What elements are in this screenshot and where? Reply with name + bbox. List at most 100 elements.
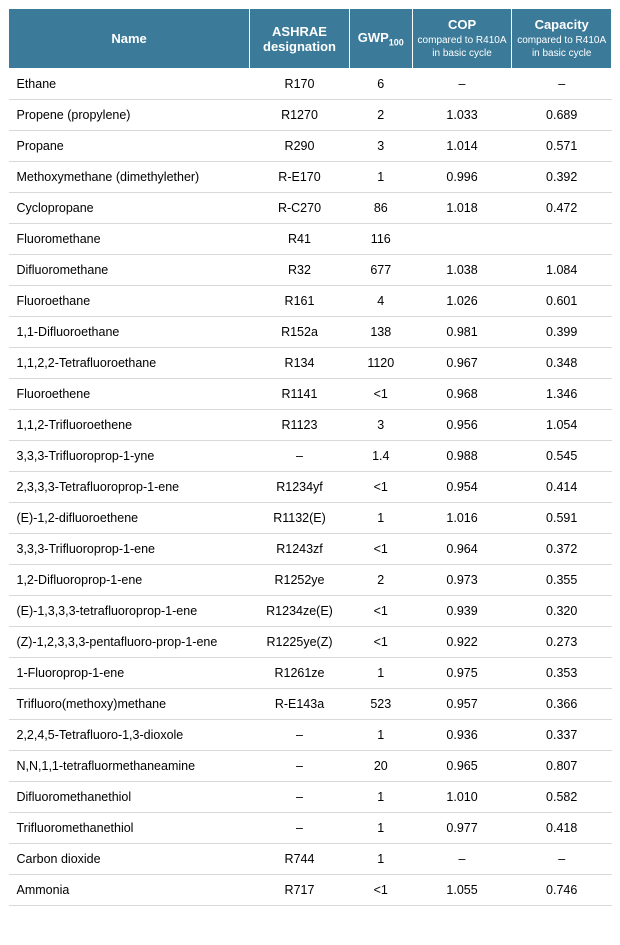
- table-row: Difluoromethanethiol–11.0100.582: [9, 782, 612, 813]
- table-cell: R1243zf: [250, 534, 350, 565]
- table-cell: 0.591: [512, 503, 612, 534]
- table-cell: 0.965: [412, 751, 512, 782]
- table-cell: 3,3,3-Trifluoroprop-1-ene: [9, 534, 250, 565]
- table-cell: Ammonia: [9, 875, 250, 906]
- table-cell: Difluoromethane: [9, 255, 250, 286]
- table-cell: 523: [349, 689, 412, 720]
- table-cell: 1,1-Difluoroethane: [9, 317, 250, 348]
- table-cell: 0.355: [512, 565, 612, 596]
- table-cell: 0.601: [512, 286, 612, 317]
- table-cell: 0.922: [412, 627, 512, 658]
- table-cell: 0.273: [512, 627, 612, 658]
- table-header: Name ASHRAE designation GWP100 COP compa…: [9, 9, 612, 69]
- table-cell: <1: [349, 627, 412, 658]
- table-cell: 677: [349, 255, 412, 286]
- col-ashrae: ASHRAE designation: [250, 9, 350, 69]
- table-cell: [512, 224, 612, 255]
- table-cell: 0.967: [412, 348, 512, 379]
- table-cell: R-E143a: [250, 689, 350, 720]
- table-cell: 0.968: [412, 379, 512, 410]
- col-cop: COP compared to R410A in basic cycle: [412, 9, 512, 69]
- table-cell: 1: [349, 658, 412, 689]
- table-cell: 0.348: [512, 348, 612, 379]
- table-row: 1,1,2-TrifluoroetheneR112330.9561.054: [9, 410, 612, 441]
- table-cell: 1,1,2,2-Tetrafluoroethane: [9, 348, 250, 379]
- table-cell: 1: [349, 813, 412, 844]
- table-row: EthaneR1706––: [9, 69, 612, 100]
- table-cell: Fluoroethane: [9, 286, 250, 317]
- table-cell: 1-Fluoroprop-1-ene: [9, 658, 250, 689]
- table-cell: 1.038: [412, 255, 512, 286]
- table-cell: –: [512, 844, 612, 875]
- table-cell: 1: [349, 844, 412, 875]
- table-cell: 1.346: [512, 379, 612, 410]
- col-cop-label: COP: [448, 17, 476, 32]
- table-cell: Ethane: [9, 69, 250, 100]
- table-cell: 1: [349, 503, 412, 534]
- table-cell: Trifluoro(methoxy)methane: [9, 689, 250, 720]
- table-row: Propene (propylene)R127021.0330.689: [9, 100, 612, 131]
- col-ashrae-label: ASHRAE designation: [263, 24, 336, 54]
- table-cell: R1234yf: [250, 472, 350, 503]
- table-cell: [412, 224, 512, 255]
- table-row: Carbon dioxideR7441––: [9, 844, 612, 875]
- table-cell: 0.392: [512, 162, 612, 193]
- table-row: 1-Fluoroprop-1-eneR1261ze10.9750.353: [9, 658, 612, 689]
- table-cell: R1141: [250, 379, 350, 410]
- table-cell: 1120: [349, 348, 412, 379]
- table-cell: R134: [250, 348, 350, 379]
- table-cell: Fluoromethane: [9, 224, 250, 255]
- table-row: PropaneR29031.0140.571: [9, 131, 612, 162]
- table-cell: 1.033: [412, 100, 512, 131]
- table-row: N,N,1,1-tetrafluormethaneamine–200.9650.…: [9, 751, 612, 782]
- table-body: EthaneR1706––Propene (propylene)R127021.…: [9, 69, 612, 906]
- table-cell: R1123: [250, 410, 350, 441]
- table-cell: <1: [349, 379, 412, 410]
- table-cell: Methoxymethane (dimethylether): [9, 162, 250, 193]
- table-cell: 0.418: [512, 813, 612, 844]
- table-cell: 0.472: [512, 193, 612, 224]
- table-row: (Z)-1,2,3,3,3-pentafluoro-prop-1-eneR122…: [9, 627, 612, 658]
- table-row: 3,3,3-Trifluoroprop-1-yne–1.40.9880.545: [9, 441, 612, 472]
- table-row: FluoromethaneR41116: [9, 224, 612, 255]
- table-cell: 0.988: [412, 441, 512, 472]
- table-cell: 0.977: [412, 813, 512, 844]
- table-cell: 3: [349, 410, 412, 441]
- table-row: 1,1,2,2-TetrafluoroethaneR13411200.9670.…: [9, 348, 612, 379]
- table-cell: (E)-1,2-difluoroethene: [9, 503, 250, 534]
- table-cell: <1: [349, 472, 412, 503]
- table-cell: 1.018: [412, 193, 512, 224]
- table-cell: 1.026: [412, 286, 512, 317]
- table-row: Trifluoromethanethiol–10.9770.418: [9, 813, 612, 844]
- table-cell: 2,3,3,3-Tetrafluoroprop-1-ene: [9, 472, 250, 503]
- col-gwp: GWP100: [349, 9, 412, 69]
- table-cell: 6: [349, 69, 412, 100]
- table-cell: 0.372: [512, 534, 612, 565]
- table-cell: R32: [250, 255, 350, 286]
- table-cell: 0.956: [412, 410, 512, 441]
- table-cell: –: [250, 720, 350, 751]
- table-row: FluoroethaneR16141.0260.601: [9, 286, 612, 317]
- table-cell: 20: [349, 751, 412, 782]
- table-cell: 0.981: [412, 317, 512, 348]
- table-row: Methoxymethane (dimethylether)R-E17010.9…: [9, 162, 612, 193]
- table-cell: R41: [250, 224, 350, 255]
- table-cell: 3,3,3-Trifluoroprop-1-yne: [9, 441, 250, 472]
- table-row: 3,3,3-Trifluoroprop-1-eneR1243zf<10.9640…: [9, 534, 612, 565]
- table-cell: (Z)-1,2,3,3,3-pentafluoro-prop-1-ene: [9, 627, 250, 658]
- table-cell: 1.055: [412, 875, 512, 906]
- table-cell: R290: [250, 131, 350, 162]
- table-cell: Difluoromethanethiol: [9, 782, 250, 813]
- table-cell: 0.996: [412, 162, 512, 193]
- table-cell: 0.939: [412, 596, 512, 627]
- table-cell: Propene (propylene): [9, 100, 250, 131]
- table-cell: 3: [349, 131, 412, 162]
- table-cell: 2: [349, 100, 412, 131]
- table-cell: R161: [250, 286, 350, 317]
- table-cell: 1: [349, 782, 412, 813]
- table-cell: R717: [250, 875, 350, 906]
- table-cell: –: [412, 844, 512, 875]
- table-cell: 1,2-Difluoroprop-1-ene: [9, 565, 250, 596]
- table-cell: –: [250, 782, 350, 813]
- col-capacity-label: Capacity: [535, 17, 589, 32]
